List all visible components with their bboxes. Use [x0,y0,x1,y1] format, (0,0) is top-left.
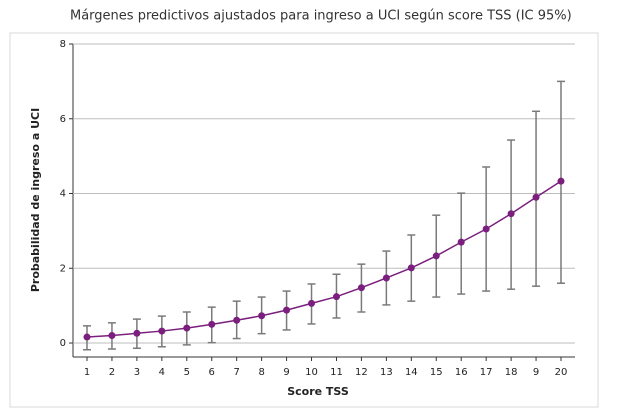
y-tick-label: 2 [60,263,66,274]
point [357,284,365,292]
x-tick-label: 9 [533,367,539,378]
point [183,324,191,332]
x-tick-label: 14 [405,367,418,378]
point [208,320,216,328]
chart-title: Márgenes predictivos ajustados para ingr… [70,9,572,24]
y-tick-label: 0 [60,338,66,349]
point [133,329,141,337]
point [283,306,291,314]
point [83,333,91,341]
point [432,252,440,260]
y-tick-label: 6 [60,114,66,125]
x-tick-label: 6 [209,367,215,378]
x-tick-label: 3 [134,367,140,378]
point [158,327,166,335]
point [108,332,116,340]
x-tick-label: 15 [430,367,443,378]
x-tick-label: 2 [109,367,115,378]
x-tick-label: 9 [283,367,289,378]
point [557,177,565,185]
point [457,238,465,246]
x-tick-label: 8 [258,367,264,378]
x-tick-label: 12 [355,367,368,378]
x-tick-label: 10 [305,367,318,378]
point [308,299,316,307]
point [233,316,241,324]
y-tick-label: 8 [60,39,66,50]
x-tick-label: 1 [84,367,90,378]
chart-frame [9,32,599,408]
point [482,225,490,233]
series-line [86,180,562,338]
x-tick-label: 5 [184,367,190,378]
x-tick-label: 18 [505,367,518,378]
x-tick-label: 4 [159,367,165,378]
x-tick-label: 16 [455,367,468,378]
point [258,312,266,320]
x-tick-label: 11 [330,367,343,378]
point [507,210,515,218]
x-tick-label: 20 [555,367,568,378]
point [532,193,540,201]
x-tick-label: 13 [380,367,393,378]
point [407,264,415,272]
point [332,293,340,301]
point [382,274,390,282]
x-axis-title: Score TSS [287,385,349,398]
x-tick-label: 7 [233,367,239,378]
y-axis-title: Probabilidad de ingreso a UCI [29,108,42,292]
y-tick-label: 4 [60,189,66,200]
x-tick-label: 17 [480,367,493,378]
